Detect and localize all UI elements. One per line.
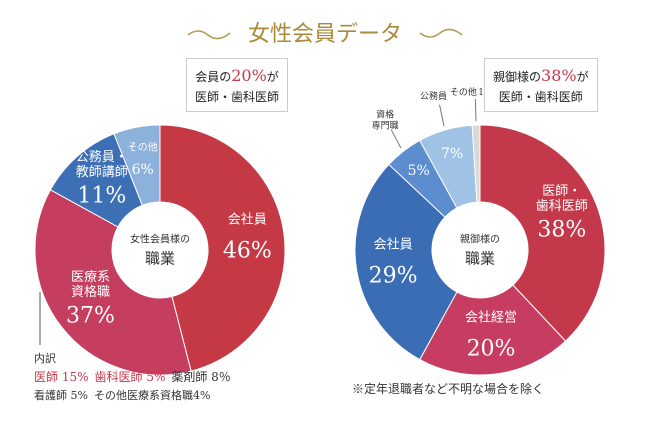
slice — [479, 124, 606, 342]
slice-value: 46% — [222, 238, 272, 264]
breakdown-item: 看護師 5% — [34, 388, 88, 402]
slice-category: その他 — [127, 141, 158, 153]
title-ornament — [187, 30, 231, 40]
callout-text: 医師・歯科医師 — [195, 90, 280, 104]
slice — [471, 124, 481, 203]
breakdown-item: 歯科医師 5% — [94, 369, 166, 384]
slice-category: 会社員 — [373, 237, 413, 253]
leader-line — [390, 129, 402, 149]
slice-value: 11% — [77, 183, 127, 209]
slice-value: 20% — [466, 336, 516, 362]
callout-text: が — [266, 70, 279, 84]
slice — [113, 124, 161, 207]
center-label: 親御様の — [460, 234, 500, 246]
breakdown-item: 薬剤師 8％ — [171, 369, 231, 384]
slice-category: 公務員・ 教師講師 — [75, 150, 128, 180]
callout: 会員の20%が医師・歯科医師 — [186, 58, 289, 112]
callout-text: が — [576, 70, 589, 84]
slice-category: その他 — [449, 87, 477, 98]
leader-line — [439, 104, 445, 127]
center-label: 女性会員様の — [130, 234, 190, 246]
slice-category: 会社経営 — [465, 310, 518, 326]
slice-category: 会社員 — [227, 212, 267, 228]
slice — [34, 189, 192, 376]
slice-category: 公務員 — [420, 91, 448, 102]
breakdown-title: 内訳 — [34, 352, 56, 365]
slice — [419, 284, 567, 376]
slice-value: 6% — [131, 161, 154, 178]
center-disc — [433, 203, 527, 297]
callout-text: 医師・歯科医師 — [498, 90, 583, 104]
slice-value: 38% — [537, 216, 587, 242]
leader-line — [474, 99, 477, 122]
slice-category: 資格 専門職 — [371, 111, 399, 132]
center-disc — [113, 203, 207, 297]
slice-value: 29% — [368, 263, 418, 289]
callout-text: 親御様の — [493, 70, 542, 84]
center-label: 職業 — [464, 249, 496, 268]
center-label: 職業 — [144, 249, 176, 268]
breakdown-item: その他医療系資格職4% — [93, 388, 211, 402]
breakdown-item: 医師 15% — [34, 369, 89, 384]
callout-highlight: 20% — [231, 66, 267, 85]
slice — [354, 163, 458, 361]
slice-value: 5% — [407, 162, 430, 179]
callout-text: 会員の — [195, 70, 232, 84]
slice-value: 37% — [66, 303, 115, 329]
callout-highlight: 38% — [541, 66, 577, 85]
slice-value: 7% — [440, 145, 464, 162]
footnote: ※定年退職者など不明な場合を除く — [352, 382, 545, 396]
title: 女性会員データ — [248, 22, 402, 47]
slice — [159, 124, 286, 372]
slice-category: 医師・ 歯科医師 — [535, 183, 588, 214]
title-ornament — [419, 28, 463, 38]
slice-category: 医療系 資格職 — [70, 269, 110, 300]
callout: 親御様の38%が医師・歯科医師 — [484, 58, 598, 112]
breakdown: 内訳医師 15% 歯科医師 5% 薬剤師 8％ 看護師 5% その他医療系資格職4% — [34, 350, 237, 404]
